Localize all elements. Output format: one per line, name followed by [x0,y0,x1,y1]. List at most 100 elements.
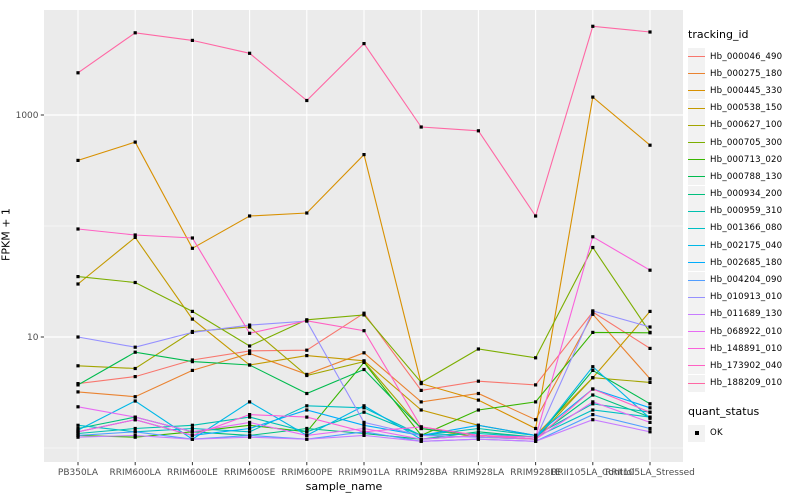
data-point-marker [648,143,652,147]
data-point-marker [362,313,366,317]
series-line-icon [688,142,705,144]
data-point-marker [591,245,595,250]
data-point-marker [362,42,366,46]
legend-item: Hb_000713_020 [688,151,800,169]
legend-label: Hb_173902_040 [710,360,783,371]
data-point-marker [76,405,80,409]
data-point-marker [591,402,595,406]
legend-items-tracking-id: Hb_000046_490 Hb_000275_180 Hb_000445_330 H… [688,48,800,392]
data-point-marker [305,408,309,412]
data-point-marker [248,426,252,431]
data-point-marker [133,31,137,35]
data-point-marker [133,235,137,239]
legend-item: Hb_002685_180 [688,254,800,272]
data-point-marker [419,400,423,404]
data-point-marker [76,364,80,368]
data-point-marker [133,415,137,419]
data-point-marker [648,331,652,335]
data-point-marker [133,435,137,439]
data-point-marker [534,383,538,387]
data-point-marker [248,325,252,329]
legend-label: Hb_068922_010 [710,326,783,337]
series-color-swatch [688,48,705,66]
legend-label: Hb_188209_010 [710,378,783,389]
legend-label-ok: OK [710,428,723,439]
data-point-marker [648,420,652,424]
data-point-marker [190,437,194,441]
data-point-marker [591,368,595,372]
data-point-marker [248,415,252,419]
x-axis-title: sample_name [305,480,383,493]
data-point-marker [591,418,595,422]
data-point-marker [362,420,366,424]
data-point-marker [305,426,309,431]
data-point-marker [190,330,194,334]
data-point-marker [305,433,309,437]
series-color-swatch [688,99,705,117]
data-point-marker [476,379,480,383]
legend-item: Hb_000934_200 [688,185,800,203]
x-tick-label: RRII105LA_Control [551,468,634,478]
legend-label: Hb_000275_180 [710,68,783,79]
series-line-icon [688,245,705,247]
data-point-marker [133,375,137,379]
data-point-marker [76,423,80,427]
data-point-marker [248,214,252,218]
data-point-marker [591,376,595,380]
legend-item: Hb_000275_180 [688,65,800,83]
series-color-swatch [688,340,705,358]
series-line-icon [688,56,705,58]
data-point-marker [648,346,652,350]
series-color-swatch [688,151,705,169]
series-color-swatch [688,134,705,152]
data-point-marker [133,366,137,371]
data-point-marker [248,423,252,427]
data-point-marker [76,431,80,436]
series-color-swatch [688,288,705,306]
series-color-swatch [688,305,705,323]
data-point-marker [362,153,366,157]
legend-item: Hb_000445_330 [688,82,800,100]
series-line-icon [688,124,705,126]
legend-item-ok: OK [688,424,800,442]
series-line-icon [688,159,705,161]
legend-label: Hb_000959_310 [710,206,783,217]
series-color-swatch [688,237,705,255]
legend: tracking_id Hb_000046_490 Hb_000275_180 Hb… [688,28,800,442]
data-point-marker [248,51,252,55]
series-line-icon [688,382,705,384]
data-point-marker [248,331,252,335]
legend-label: Hb_000627_100 [710,120,783,131]
data-point-marker [476,431,480,436]
data-point-marker [591,235,595,239]
data-point-marker [133,395,137,399]
series-color-swatch [688,219,705,237]
data-point-marker [534,437,538,441]
data-point-marker [305,404,309,408]
data-point-marker [76,435,80,439]
data-point-marker [419,388,423,392]
data-point-marker [362,329,366,333]
data-point-marker [133,345,137,349]
data-point-marker [476,437,480,441]
series-line-icon [688,107,705,109]
data-point-marker [534,356,538,360]
data-point-marker [190,430,194,434]
data-point-marker [476,408,480,412]
legend-label: Hb_000705_300 [710,137,783,148]
data-point-marker [305,319,309,323]
legend-label: Hb_148891_010 [710,343,783,354]
data-point-marker [362,311,366,315]
data-point-marker [362,431,366,436]
data-point-marker [248,323,252,327]
data-point-marker [476,433,480,437]
data-point-marker [190,433,194,437]
series-line-icon [688,348,705,350]
data-point-marker [648,377,652,381]
data-point-marker [133,233,137,237]
legend-label: Hb_002685_180 [710,257,783,268]
data-point-marker [591,393,595,397]
data-point-marker [648,416,652,420]
data-point-marker [534,418,538,422]
data-point-marker [648,325,652,329]
